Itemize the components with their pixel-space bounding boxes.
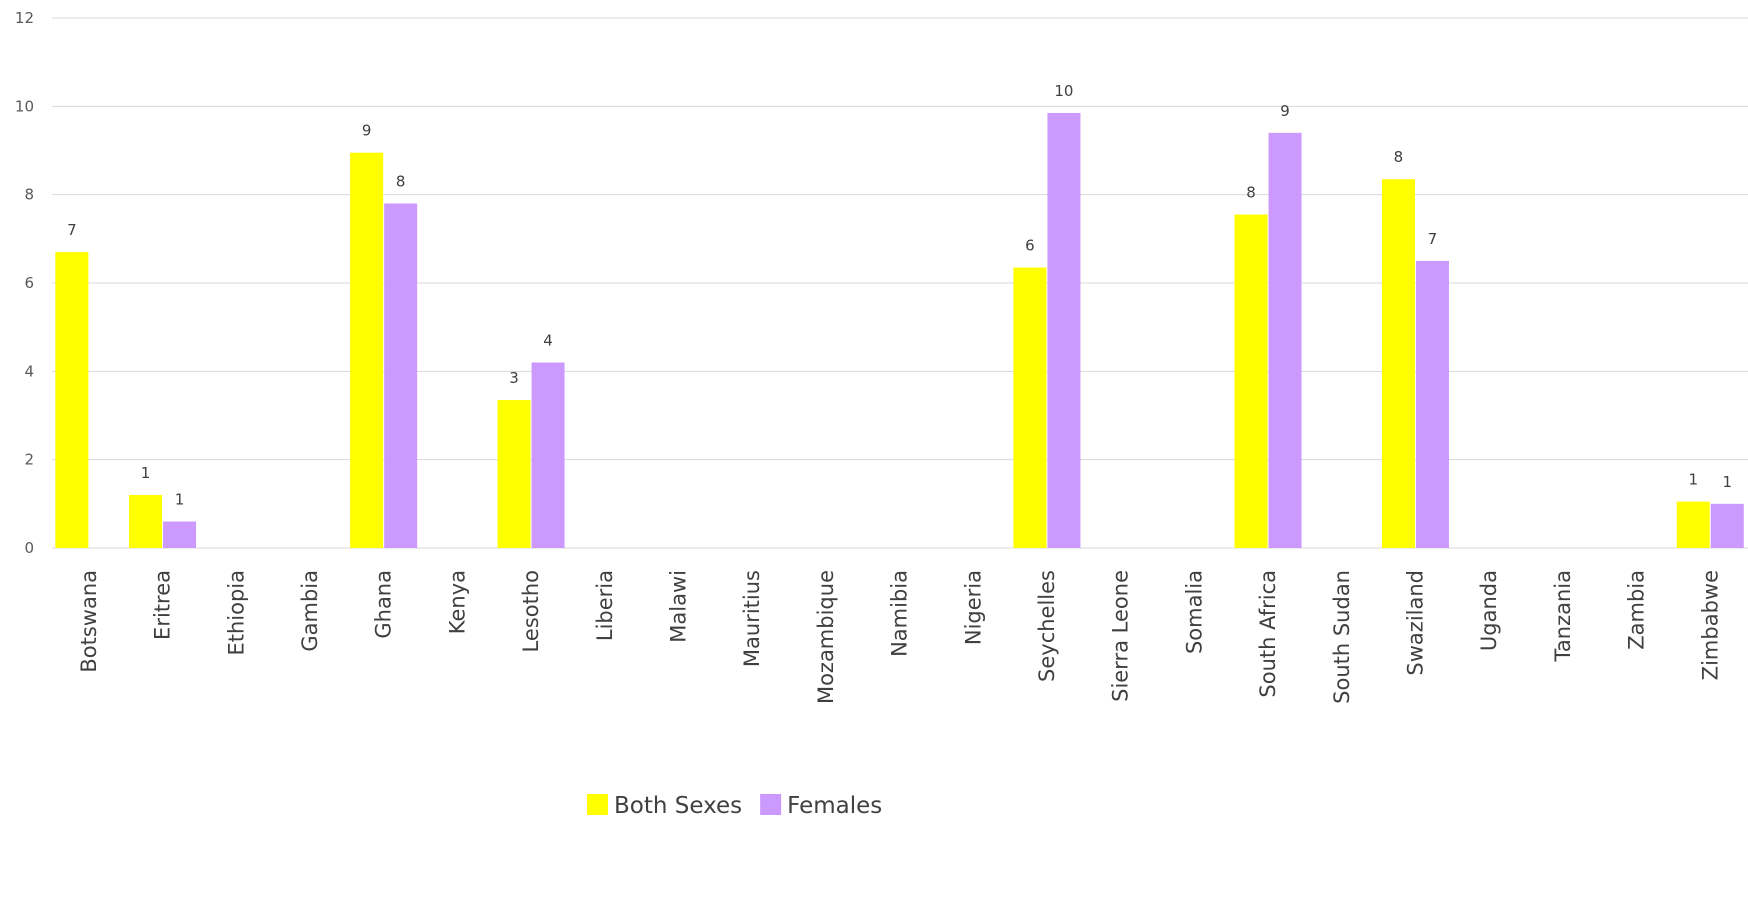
x-category-label: Lesotho: [519, 570, 543, 652]
x-category-label: Gambia: [298, 570, 322, 652]
data-label: 4: [543, 332, 553, 350]
bar: [1710, 503, 1744, 548]
y-tick-label: 0: [24, 539, 34, 557]
x-category-label: Sierra Leone: [1109, 570, 1133, 702]
data-label: 1: [141, 464, 151, 482]
x-category-label: Somalia: [1182, 570, 1206, 654]
data-label: 9: [362, 122, 372, 140]
bar: [531, 362, 565, 548]
bar: [1415, 260, 1449, 548]
x-category-label: Eritrea: [151, 570, 175, 640]
gridlines: [52, 17, 1748, 549]
data-label: 7: [67, 221, 77, 239]
x-category-label: Tanzania: [1551, 570, 1575, 662]
legend: Both Sexes Females: [587, 793, 882, 819]
x-axis-categories: Botswana Eritrea Ethiopia Gambia Ghana Kenya L…: [77, 570, 1722, 704]
data-label: 8: [1246, 184, 1256, 202]
x-category-label: Mauritius: [740, 570, 764, 667]
y-tick-label: 10: [15, 97, 34, 115]
data-label: 1: [1688, 471, 1698, 489]
bars: [55, 112, 1744, 549]
x-category-label: Liberia: [593, 570, 617, 641]
x-category-label: Namibia: [888, 570, 912, 657]
legend-swatch: [587, 794, 608, 815]
x-category-label: Zimbabwe: [1698, 570, 1722, 680]
data-label: 6: [1025, 237, 1035, 255]
bar: [384, 203, 418, 548]
bar: [1381, 179, 1415, 549]
data-label: 7: [1428, 230, 1438, 248]
bar: [1013, 267, 1047, 548]
data-label: 10: [1054, 82, 1073, 100]
bar: [1234, 214, 1268, 548]
data-label: 1: [1722, 473, 1732, 491]
y-tick-label: 8: [24, 186, 34, 204]
y-tick-label: 6: [24, 274, 34, 292]
x-category-label: Nigeria: [961, 570, 985, 645]
x-category-label: Ghana: [372, 570, 396, 639]
legend-swatch: [760, 794, 782, 815]
bar: [1676, 501, 1710, 548]
data-labels: 7 1 9 3 6 8 8 1 1 8 4 10 9 7 1: [67, 82, 1732, 509]
x-category-label: Kenya: [445, 570, 469, 634]
bar: [55, 252, 89, 549]
bar: [129, 495, 163, 548]
x-category-label: Swaziland: [1403, 570, 1427, 676]
x-category-label: South Africa: [1256, 570, 1280, 698]
x-category-label: Zambia: [1625, 570, 1649, 650]
bar: [1268, 132, 1302, 549]
y-axis-ticks: 0 2 4 6 8 10 12: [15, 9, 34, 557]
x-category-label: Mozambique: [814, 570, 838, 704]
data-label: 9: [1280, 102, 1290, 120]
legend-label: Both Sexes: [614, 793, 742, 819]
x-category-label: Ethiopia: [224, 570, 248, 656]
y-tick-label: 4: [24, 362, 34, 380]
bar: [497, 400, 531, 548]
x-category-label: Seychelles: [1035, 570, 1059, 682]
data-label: 3: [509, 369, 519, 387]
x-category-label: South Sudan: [1330, 570, 1354, 704]
x-category-label: Uganda: [1477, 570, 1501, 651]
bar: [163, 521, 197, 548]
y-tick-label: 12: [15, 9, 34, 27]
x-category-label: Botswana: [77, 570, 101, 673]
legend-label: Females: [787, 793, 882, 819]
y-tick-label: 2: [24, 451, 34, 469]
data-label: 8: [396, 173, 406, 191]
data-label: 8: [1394, 148, 1404, 166]
bar: [350, 152, 384, 549]
x-category-label: Malawi: [666, 570, 690, 643]
data-label: 1: [175, 491, 185, 509]
bar: [1047, 112, 1081, 548]
